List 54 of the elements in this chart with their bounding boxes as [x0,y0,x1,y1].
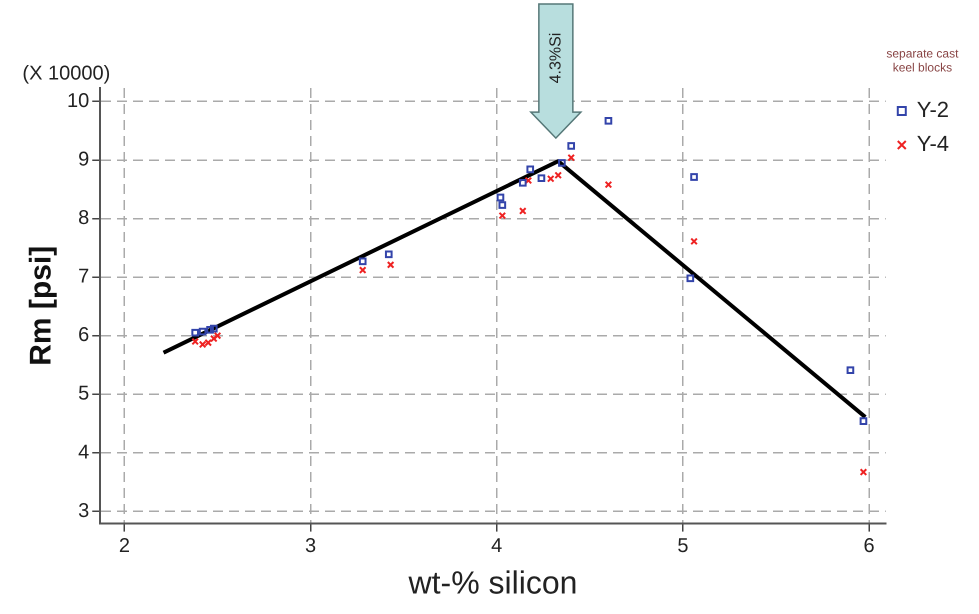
point [210,334,218,342]
point [518,179,527,187]
y-tick-label: 10 [66,90,90,112]
point [860,468,868,476]
x-tick-label: 4 [491,535,502,558]
point [604,180,612,188]
y-tick-label: 9 [78,148,90,171]
point [358,257,367,266]
y-tick-label: 4 [78,441,90,464]
point [558,159,566,167]
point [526,166,534,174]
point [686,274,694,282]
point [604,116,612,125]
legend-title: separate cast keel blocks [886,46,960,74]
point [554,171,562,180]
point [204,338,212,347]
y-tick-label: 8 [78,207,90,230]
point [860,417,868,425]
point [546,174,555,183]
point [846,366,854,374]
x-tick-label: 2 [118,535,130,558]
point [198,328,206,336]
x-axis-title: wt-% silicon [408,564,578,601]
point [690,238,698,246]
y-tick-label: 7 [78,266,90,288]
point [386,260,394,269]
y-tick-label: 3 [78,500,90,522]
point [567,154,576,162]
point [191,338,200,346]
text: 4.3%Si [547,32,564,84]
point [210,324,218,332]
point [498,212,506,220]
point [191,328,200,337]
x-tick-label: 5 [677,535,688,558]
x-tick-label: 6 [863,535,875,558]
y-tick-label: 5 [78,382,90,405]
point [198,340,206,348]
point [498,201,506,209]
legend-label: Y-2 [916,97,950,122]
point [524,176,532,184]
point [567,142,576,150]
point [358,266,367,274]
text: (X 10000) [22,62,110,85]
legend-label: Y-4 [916,131,950,156]
point [496,194,504,202]
point [690,173,698,181]
point [206,326,214,334]
point [518,207,527,215]
point [214,332,222,340]
point [384,250,393,258]
point [538,174,546,182]
y-tick-label: 6 [78,324,90,346]
x-tick-label: 3 [305,535,316,558]
y-axis-title: Rm [psi] [24,246,58,366]
